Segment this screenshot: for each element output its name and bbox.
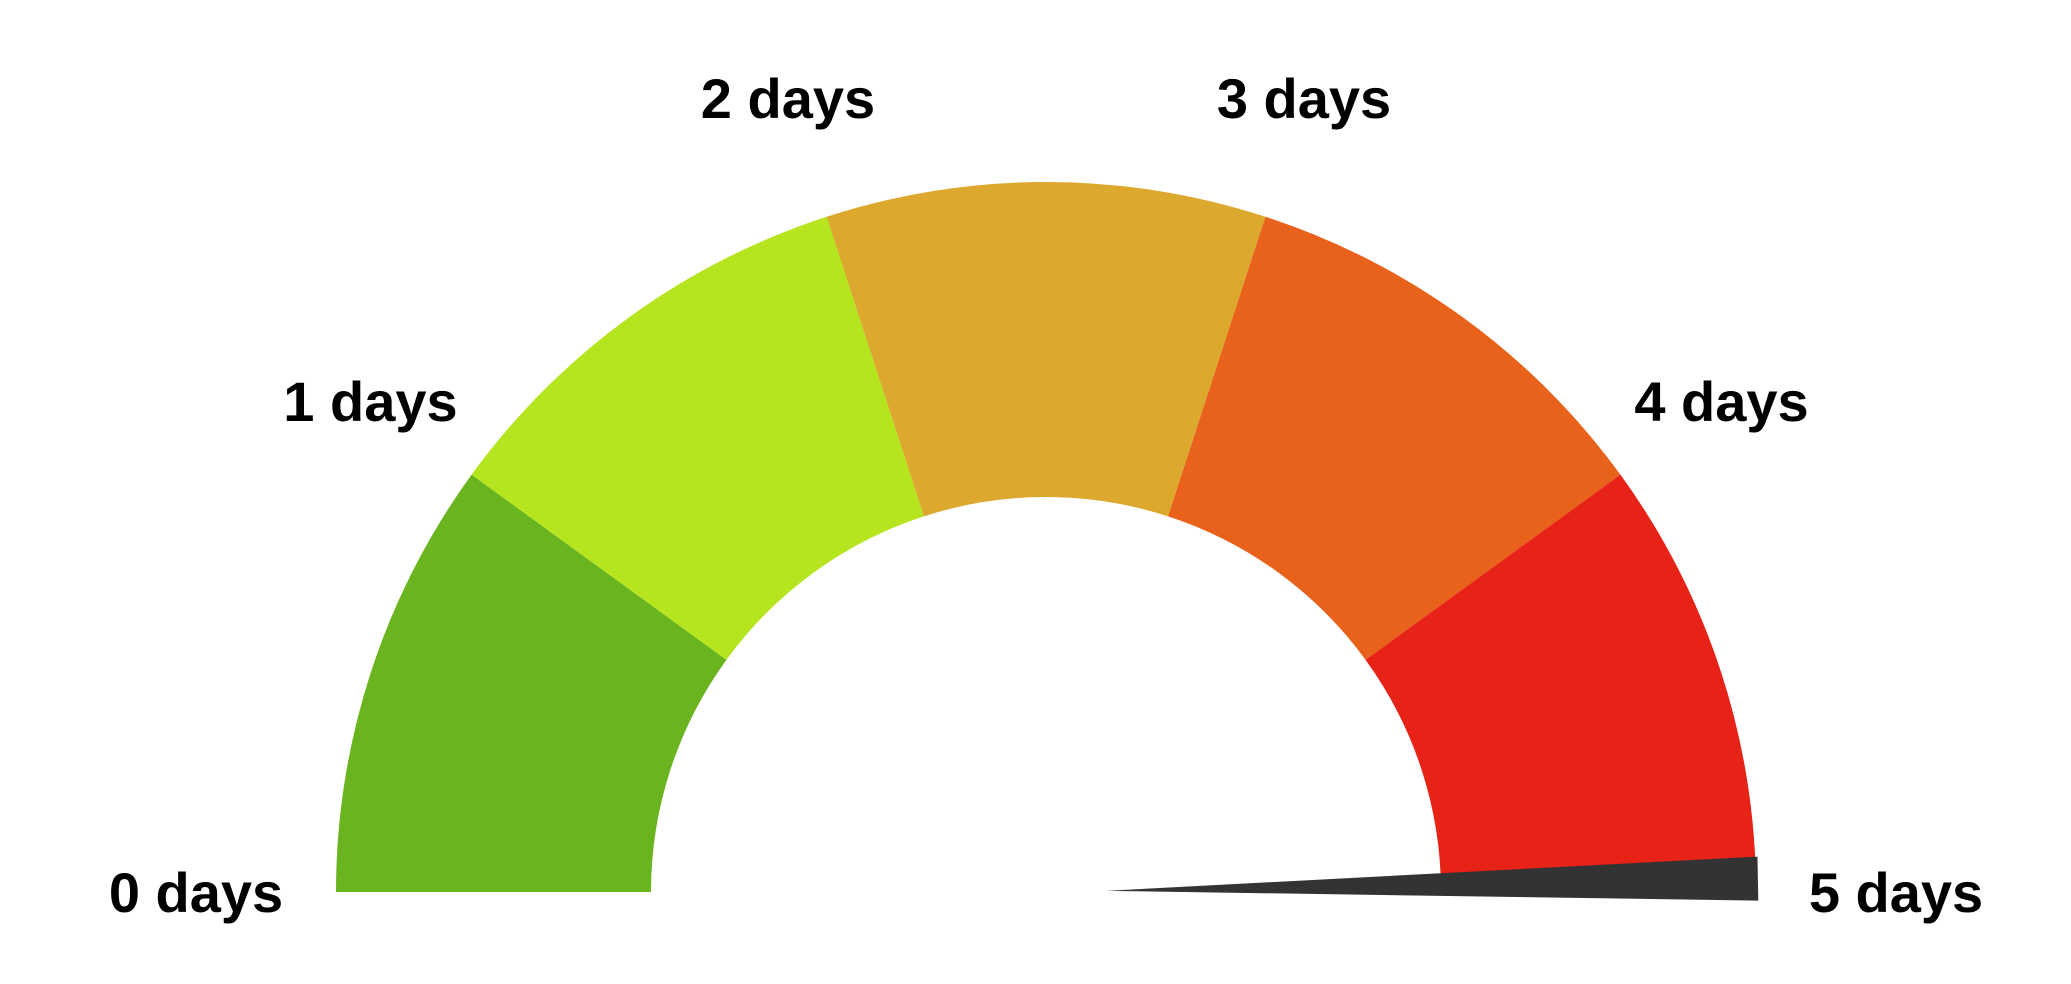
- gauge-band-2: [826, 182, 1266, 517]
- tick-label-2: 2 days: [701, 67, 875, 130]
- gauge-bands: [336, 182, 1756, 892]
- gauge-needle: [1105, 856, 1759, 901]
- gauge-needle-layer: [1105, 856, 1759, 901]
- gauge-tick-labels: 0 days 1 days 2 days 3 days 4 days 5 days: [109, 67, 1983, 924]
- gauge-band-3: [1168, 216, 1621, 660]
- gauge-band-4: [1365, 474, 1756, 892]
- tick-label-0: 0 days: [109, 861, 283, 924]
- gauge-band-1: [471, 216, 924, 660]
- tick-label-4: 4 days: [1634, 370, 1808, 433]
- tick-label-1: 1 days: [283, 370, 457, 433]
- tick-label-5: 5 days: [1809, 861, 1983, 924]
- gauge-band-0: [336, 474, 727, 892]
- tick-label-3: 3 days: [1217, 67, 1391, 130]
